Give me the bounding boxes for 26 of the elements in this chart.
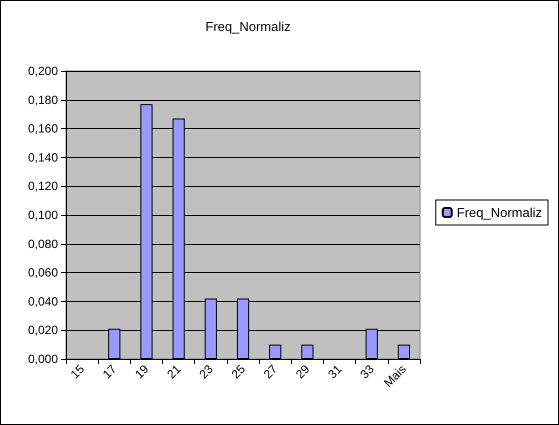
x-tick-label: 29 (292, 362, 313, 382)
x-tick-label: 27 (260, 362, 280, 382)
bar (398, 344, 410, 359)
x-tick-label: 21 (164, 362, 184, 382)
bar (269, 344, 282, 359)
y-tick-label: 0,040 (28, 294, 58, 308)
y-tick-label: 0,140 (28, 150, 58, 164)
bar (301, 344, 314, 359)
y-tick-label: 0,000 (28, 352, 58, 366)
legend-label: Freq_Normaliz (456, 205, 542, 220)
x-tick-label: 17 (100, 362, 120, 382)
x-tick-label: 31 (325, 362, 345, 382)
y-tick-label: 0,180 (28, 92, 58, 107)
y-tick-label: 0,160 (28, 122, 58, 136)
y-tick-label: 0,020 (28, 323, 58, 338)
x-tick-label: 25 (228, 362, 248, 382)
chart-title: Freq_Normaliz (205, 19, 291, 34)
y-tick-label: 0,100 (28, 208, 58, 222)
y-tick-label: 0,080 (28, 236, 58, 251)
y-tick-label: 0,120 (28, 179, 58, 194)
y-tick-label: 0,200 (28, 64, 58, 78)
x-tick-label: 33 (357, 362, 377, 382)
x-tick-label: 23 (196, 362, 216, 382)
y-tick-label: 0,060 (28, 266, 58, 280)
x-tick-label: 15 (68, 362, 88, 382)
x-tick-label: 19 (132, 362, 152, 382)
